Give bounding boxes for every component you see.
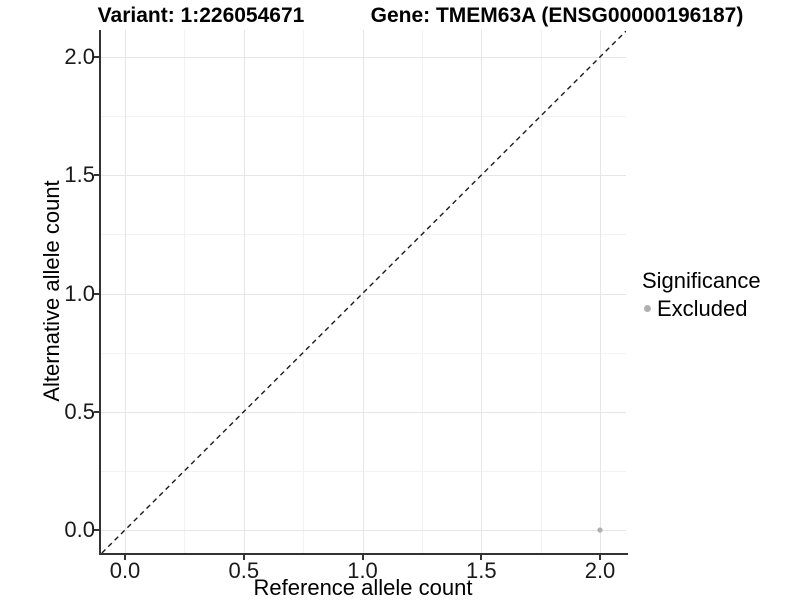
vertical-minor-gridline (184, 30, 186, 553)
x-tick-label: 0.5 (228, 558, 260, 583)
y-tick-label: 1.5 (64, 162, 95, 188)
plot-panel (100, 30, 626, 553)
x-tick-mark (599, 555, 601, 560)
vertical-minor-gridline (421, 30, 423, 553)
y-axis-title: Alternative allele count (39, 180, 64, 402)
x-axis-title: Reference allele count (253, 575, 473, 600)
y-tick-mark (94, 410, 99, 413)
plot-title-variant: Variant: 1:226054671 (97, 4, 305, 27)
x-tick-mark (124, 555, 126, 560)
y-axis-line (99, 30, 101, 555)
y-tick-label: 0.0 (64, 517, 95, 542)
vertical-major-gridline (243, 30, 245, 553)
horizontal-major-gridline (100, 530, 626, 531)
y-tick-mark (94, 56, 99, 58)
x-tick-mark (242, 555, 245, 560)
vertical-major-gridline (125, 30, 126, 553)
legend-item-label: Excluded (657, 296, 748, 321)
vertical-minor-gridline (540, 30, 542, 553)
vertical-major-gridline (362, 30, 364, 553)
x-tick-label: 1.5 (466, 558, 497, 583)
x-tick-label: 1.0 (347, 558, 378, 583)
legend-title: Significance (642, 268, 761, 293)
data-point (597, 527, 603, 533)
y-tick-label: 0.5 (64, 398, 95, 424)
vertical-minor-gridline (303, 30, 305, 553)
y-tick-label: 2.0 (64, 44, 95, 69)
data-layer (101, 30, 626, 553)
legend-item-excluded: Excluded (642, 296, 761, 321)
legend-point-icon (644, 305, 651, 312)
y-tick-mark (94, 529, 99, 531)
legend: Significance Excluded (642, 268, 761, 321)
horizontal-major-gridline (100, 411, 626, 413)
vertical-major-gridline (481, 30, 483, 553)
x-tick-label: 0.0 (109, 558, 141, 583)
y-tick-mark (94, 174, 99, 177)
horizontal-major-gridline (100, 57, 626, 58)
x-tick-label: 2.0 (584, 558, 616, 583)
vertical-major-gridline (600, 30, 601, 553)
x-tick-mark (480, 555, 483, 560)
identity-dashed-line (101, 30, 626, 553)
plot-title-gene: Gene: TMEM63A (ENSG00000196187) (370, 4, 744, 27)
x-tick-mark (361, 555, 364, 560)
y-tick-mark (94, 292, 99, 295)
y-tick-label: 1.0 (64, 280, 95, 306)
horizontal-major-gridline (100, 293, 626, 295)
horizontal-major-gridline (100, 175, 626, 177)
x-axis-line (99, 553, 628, 555)
